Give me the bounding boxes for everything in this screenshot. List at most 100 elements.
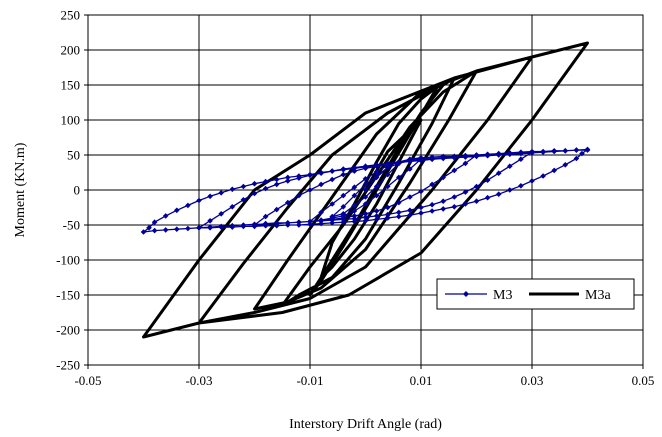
- data-point: [251, 180, 258, 187]
- x-axis-title: Interstory Drift Angle (rad): [289, 417, 442, 432]
- data-point: [351, 213, 358, 219]
- data-point: [340, 192, 347, 199]
- data-point: [329, 220, 335, 226]
- data-point: [484, 194, 491, 201]
- data-point: [262, 213, 269, 220]
- data-point: [451, 194, 458, 200]
- y-tick-label: 0: [74, 183, 81, 198]
- data-point: [318, 169, 324, 176]
- data-point: [285, 199, 291, 206]
- data-point: [384, 171, 391, 178]
- data-point: [229, 186, 236, 193]
- data-point: [373, 169, 380, 175]
- data-point: [562, 162, 569, 168]
- data-point: [318, 181, 324, 188]
- data-point: [429, 201, 435, 208]
- data-point: [384, 161, 391, 167]
- data-point: [351, 202, 358, 209]
- data-point: [396, 213, 402, 220]
- y-tick-label: -50: [63, 218, 80, 233]
- data-point: [373, 173, 380, 179]
- data-point: [340, 171, 347, 178]
- data-point: [518, 149, 524, 155]
- data-point: [351, 184, 358, 190]
- data-point: [529, 148, 535, 155]
- legend: M3 M3a: [436, 278, 635, 310]
- data-point: [362, 187, 369, 193]
- data-point: [273, 222, 280, 229]
- data-point: [362, 181, 369, 188]
- data-point: [462, 160, 469, 167]
- data-point: [373, 213, 380, 219]
- data-point: [507, 187, 513, 193]
- data-point: [362, 218, 369, 224]
- data-point: [540, 148, 546, 155]
- data-point: [362, 176, 369, 182]
- data-point: [218, 211, 224, 217]
- data-point: [373, 183, 380, 190]
- data-point: [429, 181, 435, 188]
- data-point: [296, 173, 302, 179]
- data-point: [495, 191, 502, 197]
- data-point: [251, 190, 258, 197]
- data-point: [340, 204, 347, 210]
- data-point: [384, 215, 391, 221]
- data-point: [296, 192, 302, 199]
- x-tick-label: -0.03: [185, 373, 212, 388]
- legend-label-m3a: M3a: [585, 288, 611, 303]
- data-point: [407, 166, 413, 172]
- data-point: [318, 218, 324, 224]
- data-point: [551, 148, 557, 154]
- data-point: [307, 187, 313, 193]
- data-point: [351, 168, 358, 174]
- y-tick-label: 200: [61, 43, 81, 58]
- data-point: [407, 194, 413, 200]
- data-point: [495, 150, 502, 157]
- data-point: [551, 167, 557, 174]
- y-tick-label: 50: [67, 148, 80, 163]
- data-point: [473, 152, 480, 158]
- data-point: [285, 174, 291, 181]
- data-point: [584, 147, 591, 153]
- data-point: [307, 171, 313, 178]
- x-tick-label: -0.05: [74, 373, 101, 388]
- data-point: [262, 185, 269, 192]
- data-point: [262, 178, 269, 185]
- data-point: [273, 181, 280, 188]
- x-axis-ticks: -0.05 -0.03 -0.01 0.01 0.03 0.05: [74, 365, 654, 388]
- data-point: [362, 164, 369, 170]
- data-point: [429, 156, 435, 162]
- data-point: [318, 220, 324, 227]
- data-point: [384, 183, 391, 190]
- data-point: [451, 204, 458, 210]
- data-point: [229, 224, 236, 230]
- data-point: [351, 215, 358, 222]
- data-point: [540, 173, 546, 179]
- legend-label-m3: M3: [493, 288, 512, 303]
- data-point: [384, 211, 391, 218]
- data-point: [507, 163, 513, 169]
- data-point: [218, 224, 224, 230]
- data-point: [162, 213, 169, 219]
- data-point: [146, 225, 152, 231]
- data-point: [473, 183, 480, 190]
- data-point: [373, 192, 380, 199]
- data-point: [362, 194, 369, 200]
- y-tick-label: -200: [56, 323, 80, 338]
- data-point: [440, 155, 446, 161]
- data-point: [196, 197, 202, 204]
- data-point: [273, 206, 280, 213]
- x-tick-label: 0.05: [632, 373, 655, 388]
- data-point: [207, 218, 213, 224]
- data-point: [384, 204, 391, 211]
- data-point: [518, 183, 524, 189]
- y-tick-label: -100: [56, 253, 80, 268]
- data-point: [518, 156, 524, 162]
- data-point: [396, 174, 402, 181]
- legend-marker-m3: [463, 291, 469, 297]
- data-point: [562, 148, 569, 154]
- data-point: [373, 162, 380, 169]
- y-tick-label: 250: [61, 8, 81, 23]
- data-point: [362, 201, 369, 207]
